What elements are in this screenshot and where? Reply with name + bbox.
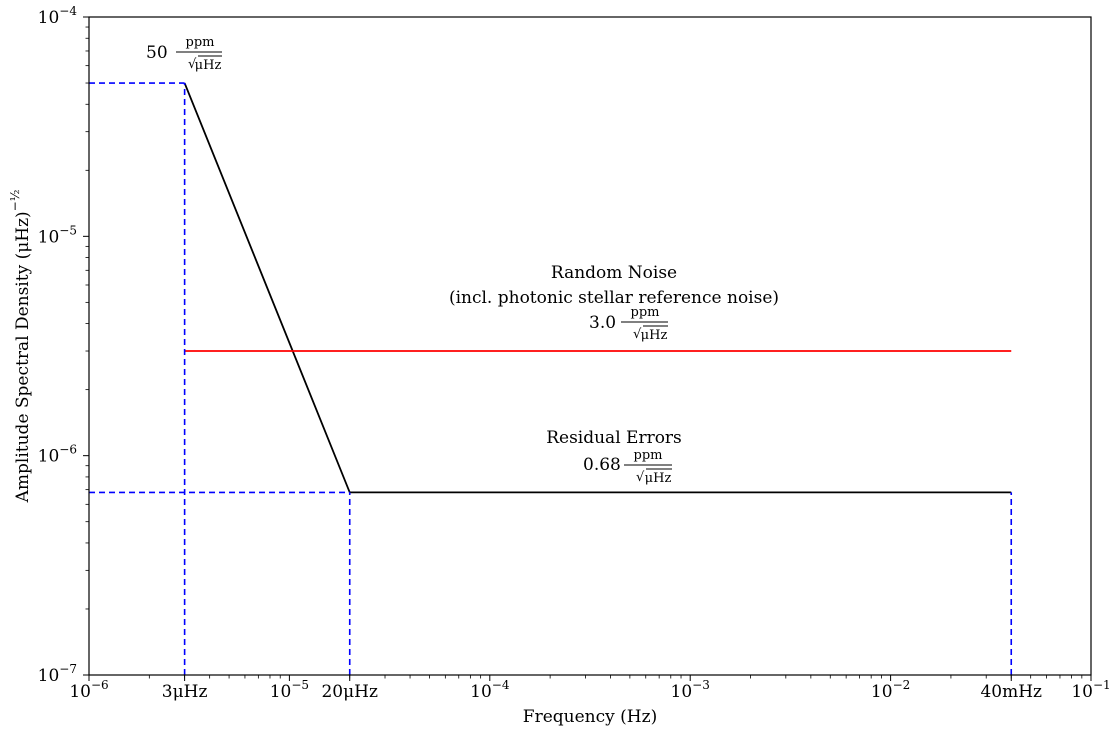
y-tick-label: 10−5 — [38, 223, 77, 247]
x-tick-label: 10−3 — [671, 678, 710, 702]
random-noise-unit-den: μHz — [641, 328, 668, 343]
x-tick-label: 10−1 — [1071, 678, 1110, 702]
peak-value: 50 — [146, 43, 168, 63]
x-tick-label: 3μHz — [162, 682, 208, 702]
tick-labels: 10−6 3μHz 10−5 20μHz 10−4 10−3 10−2 40mHz 10−1 10… — [38, 4, 1111, 702]
annotation-random-noise: Random Noise (incl. photonic stellar ref… — [449, 263, 779, 343]
x-tick-label: 10−2 — [871, 678, 910, 702]
random-noise-value: 3.0 — [589, 313, 616, 333]
annotation-residual-errors: Residual Errors 0.68 ppm √ μHz — [546, 428, 682, 486]
residual-errors-unit-den: μHz — [645, 471, 672, 486]
peak-unit-sqrt: √ — [188, 57, 197, 72]
random-noise-subtitle: (incl. photonic stellar reference noise) — [449, 288, 779, 308]
y-axis-label-group: Amplitude Spectral Density (μHz)−½ — [8, 190, 33, 504]
x-tick-label: 10−5 — [270, 678, 309, 702]
random-noise-title: Random Noise — [551, 263, 677, 283]
plot-frame — [88, 16, 1092, 676]
random-noise-unit-num: ppm — [631, 305, 660, 320]
residual-errors-value: 0.68 — [583, 455, 621, 475]
x-tick-label: 40mHz — [980, 682, 1042, 702]
peak-unit-num: ppm — [186, 35, 215, 50]
plot-lines — [89, 82, 1013, 675]
peak-unit-den: μHz — [195, 58, 222, 73]
random-noise-unit-sqrt: √ — [633, 327, 642, 342]
residual-errors-title: Residual Errors — [546, 428, 682, 448]
residual-errors-unit-sqrt: √ — [636, 470, 645, 485]
x-tick-label: 20μHz — [321, 682, 378, 702]
annotation-peak: 50 ppm √ μHz — [146, 35, 222, 73]
residual-errors-unit-num: ppm — [634, 448, 663, 463]
y-tick-label: 10−4 — [38, 4, 78, 28]
ticks — [83, 16, 1092, 681]
x-tick-label: 10−4 — [470, 678, 510, 702]
y-tick-label: 10−6 — [38, 443, 77, 467]
y-axis-label: Amplitude Spectral Density (μHz) — [13, 211, 33, 503]
svg-text:Amplitude Spectral Density (μH: Amplitude Spectral Density (μHz)−½ — [8, 190, 33, 504]
y-tick-label: 10−7 — [38, 662, 77, 686]
y-axis-label-exponent: −½ — [8, 190, 22, 212]
x-tick-label: 10−6 — [69, 678, 108, 702]
x-axis-label: Frequency (Hz) — [523, 707, 657, 727]
